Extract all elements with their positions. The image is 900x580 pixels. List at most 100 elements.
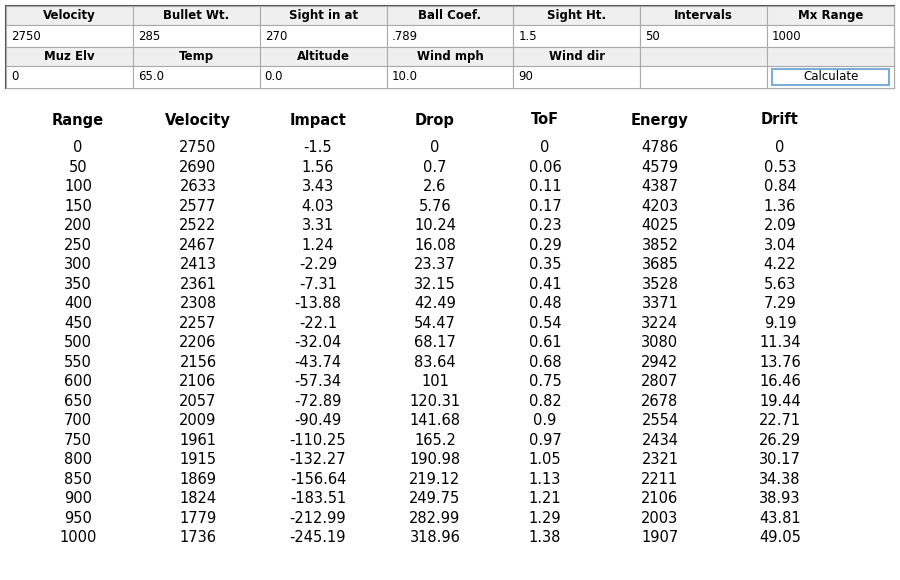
Text: 2522: 2522 <box>179 218 217 233</box>
Text: 2321: 2321 <box>642 452 679 467</box>
Text: 2690: 2690 <box>179 160 217 175</box>
Text: 11.34: 11.34 <box>760 335 801 350</box>
Text: 1736: 1736 <box>179 530 217 545</box>
Bar <box>133 66 260 88</box>
Text: 2434: 2434 <box>642 433 679 448</box>
Text: 1824: 1824 <box>179 491 217 506</box>
Text: Sight in at: Sight in at <box>289 9 357 22</box>
Text: 1.36: 1.36 <box>764 199 796 214</box>
Text: 0: 0 <box>430 140 440 155</box>
Text: Drift: Drift <box>761 113 799 128</box>
Text: 270: 270 <box>265 30 287 42</box>
Text: -22.1: -22.1 <box>299 316 338 331</box>
Bar <box>772 69 889 85</box>
Text: 0.29: 0.29 <box>528 238 562 253</box>
Text: 0.41: 0.41 <box>528 277 562 292</box>
Text: 150: 150 <box>64 199 92 214</box>
Bar <box>260 25 387 47</box>
Text: 3.04: 3.04 <box>764 238 796 253</box>
Text: 0.0: 0.0 <box>265 71 284 84</box>
Text: 16.08: 16.08 <box>414 238 456 253</box>
Bar <box>767 25 894 47</box>
Text: 3685: 3685 <box>642 258 679 272</box>
Text: -90.49: -90.49 <box>294 413 342 428</box>
Text: 50: 50 <box>645 30 660 42</box>
Bar <box>6 66 133 88</box>
Bar <box>133 25 260 47</box>
Text: 400: 400 <box>64 296 92 311</box>
Text: Velocity: Velocity <box>43 9 95 22</box>
Bar <box>133 6 260 25</box>
Text: Energy: Energy <box>631 113 688 128</box>
Text: 3080: 3080 <box>642 335 679 350</box>
Text: 3528: 3528 <box>642 277 679 292</box>
Text: 3852: 3852 <box>642 238 679 253</box>
Text: 1.21: 1.21 <box>528 491 562 506</box>
Text: 0: 0 <box>540 140 550 155</box>
Text: 190.98: 190.98 <box>410 452 461 467</box>
Bar <box>6 6 894 88</box>
Text: Bullet Wt.: Bullet Wt. <box>163 9 230 22</box>
Bar <box>513 6 640 25</box>
Text: 4.03: 4.03 <box>302 199 334 214</box>
Text: 1.24: 1.24 <box>302 238 334 253</box>
Text: 700: 700 <box>64 413 92 428</box>
Text: 5.63: 5.63 <box>764 277 796 292</box>
Text: 83.64: 83.64 <box>414 355 455 370</box>
Text: 0: 0 <box>73 140 83 155</box>
Text: 0.97: 0.97 <box>528 433 562 448</box>
Text: 1000: 1000 <box>772 30 802 42</box>
Bar <box>513 66 640 88</box>
Text: 650: 650 <box>64 394 92 409</box>
Text: 22.71: 22.71 <box>759 413 801 428</box>
Text: Ball Coef.: Ball Coef. <box>418 9 482 22</box>
Text: 50: 50 <box>68 160 87 175</box>
Text: -57.34: -57.34 <box>294 374 342 389</box>
Text: Sight Ht.: Sight Ht. <box>547 9 607 22</box>
Text: 26.29: 26.29 <box>759 433 801 448</box>
Text: 350: 350 <box>64 277 92 292</box>
Text: 0: 0 <box>775 140 785 155</box>
Text: Drop: Drop <box>415 113 454 128</box>
Text: 0.82: 0.82 <box>528 394 562 409</box>
Text: 2003: 2003 <box>642 511 679 525</box>
Text: 600: 600 <box>64 374 92 389</box>
Text: 1.56: 1.56 <box>302 160 334 175</box>
Text: -183.51: -183.51 <box>290 491 346 506</box>
Text: 90: 90 <box>518 71 534 84</box>
Text: ToF: ToF <box>531 113 559 128</box>
Text: 0.9: 0.9 <box>534 413 557 428</box>
Text: Temp: Temp <box>179 50 214 63</box>
Text: 42.49: 42.49 <box>414 296 456 311</box>
Text: 3371: 3371 <box>642 296 679 311</box>
Text: 2554: 2554 <box>642 413 679 428</box>
Text: 30.17: 30.17 <box>759 452 801 467</box>
Text: 2211: 2211 <box>642 472 679 487</box>
Bar <box>387 47 513 66</box>
Text: 141.68: 141.68 <box>410 413 461 428</box>
Text: 0.75: 0.75 <box>528 374 562 389</box>
Bar <box>387 6 513 25</box>
Text: 43.81: 43.81 <box>760 511 801 525</box>
Text: 2206: 2206 <box>179 335 217 350</box>
Text: 34.38: 34.38 <box>760 472 801 487</box>
Text: 4579: 4579 <box>642 160 679 175</box>
Text: 2577: 2577 <box>179 199 217 214</box>
Bar <box>767 66 894 88</box>
Text: 0.68: 0.68 <box>528 355 562 370</box>
Text: 4025: 4025 <box>642 218 679 233</box>
Bar <box>260 66 387 88</box>
Text: 1.5: 1.5 <box>518 30 537 42</box>
Text: 2750: 2750 <box>179 140 217 155</box>
Text: 2807: 2807 <box>642 374 679 389</box>
Text: Calculate: Calculate <box>803 71 859 84</box>
Text: 0.35: 0.35 <box>529 258 562 272</box>
Bar <box>260 47 387 66</box>
Text: 4786: 4786 <box>642 140 679 155</box>
Text: 2413: 2413 <box>179 258 217 272</box>
Text: 68.17: 68.17 <box>414 335 456 350</box>
Text: 3.43: 3.43 <box>302 179 334 194</box>
Text: 1.05: 1.05 <box>528 452 562 467</box>
Text: 4387: 4387 <box>642 179 679 194</box>
Text: 1779: 1779 <box>179 511 217 525</box>
